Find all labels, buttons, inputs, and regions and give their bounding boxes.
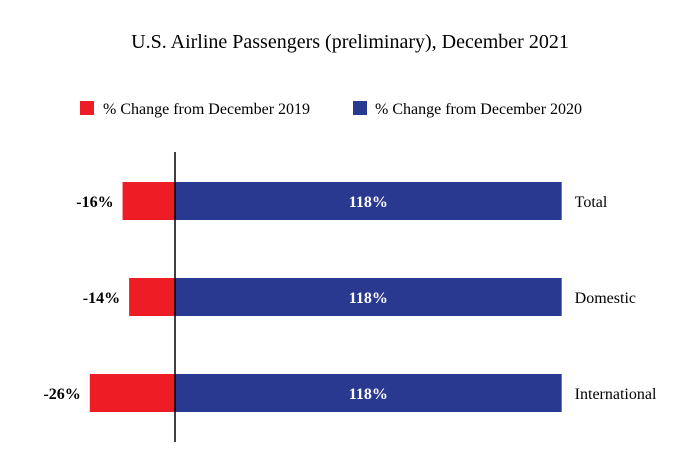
bars-group: [89, 182, 562, 412]
bar-2020-total: [175, 182, 562, 220]
category-label-domestic: Domestic: [575, 290, 636, 307]
value-label-2020-total: 118%: [349, 194, 388, 211]
value-label-2019-total: -16%: [76, 194, 113, 211]
value-label-2020-domestic: 118%: [349, 290, 388, 307]
bar-2020-international: [175, 374, 562, 412]
labels-group: -16% 118% Total -14% 118% Domestic -26% 118% Int…: [43, 194, 657, 403]
bar-2019-international: [89, 374, 175, 412]
category-label-international: International: [575, 386, 657, 403]
chart-title: U.S. Airline Passengers (preliminary), D…: [131, 31, 569, 53]
bar-2020-domestic: [175, 278, 562, 316]
bar-2019-domestic: [129, 278, 175, 316]
legend-swatch-2020: [353, 101, 367, 115]
legend-label-2019: % Change from December 2019: [103, 101, 310, 118]
bar-2019-total: [122, 182, 175, 220]
legend-label-2020: % Change from December 2020: [375, 101, 582, 118]
category-label-total: Total: [575, 194, 608, 211]
value-label-2019-international: -26%: [43, 386, 80, 403]
value-label-2020-international: 118%: [349, 386, 388, 403]
legend-swatch-2019: [80, 101, 94, 115]
value-label-2019-domestic: -14%: [83, 290, 120, 307]
